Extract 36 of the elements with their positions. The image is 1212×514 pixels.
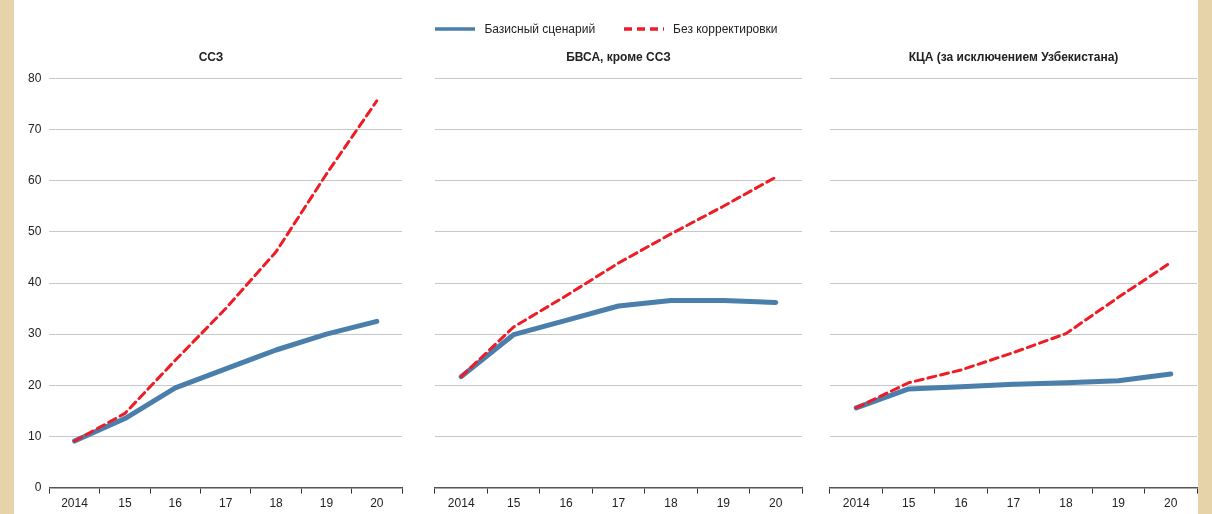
y-tick-label: 0 — [34, 479, 42, 494]
x-tick-label: 19 — [319, 496, 334, 511]
x-tick-label: 15 — [506, 496, 521, 511]
y-tick-label: 70 — [27, 121, 42, 136]
x-tick-label: 2014 — [447, 496, 475, 511]
x-tick-label: 18 — [269, 496, 284, 511]
y-tick-label: 80 — [27, 70, 42, 85]
x-tick-label: 2014 — [842, 496, 870, 511]
x-tick-label: 19 — [716, 496, 731, 511]
x-tick-label: 16 — [168, 496, 183, 511]
x-tick-label: 18 — [1059, 496, 1073, 511]
y-tick-label: 20 — [27, 377, 42, 392]
x-tick-label: 20 — [370, 496, 384, 511]
chart-title: ССЗ — [198, 49, 224, 64]
y-tick-label: 40 — [27, 275, 42, 290]
legend-label: Без корректировки — [673, 22, 778, 36]
y-tick-label: 50 — [27, 224, 42, 239]
x-tick-label: 2014 — [61, 496, 89, 511]
x-tick-label: 20 — [769, 496, 783, 511]
x-tick-label: 17 — [1006, 496, 1021, 511]
legend-label: Базисный сценарий — [484, 22, 596, 36]
chart-title: КЦА (за исключением Узбекистана) — [908, 49, 1119, 64]
y-tick-label: 60 — [27, 173, 42, 188]
line-series — [73, 99, 379, 443]
y-tick-label: 10 — [27, 428, 42, 443]
x-tick-label: 20 — [1164, 496, 1178, 511]
x-tick-label: 19 — [1111, 496, 1126, 511]
x-tick-label: 16 — [559, 496, 574, 511]
x-tick-label: 15 — [901, 496, 916, 511]
x-tick-label: 15 — [118, 496, 132, 511]
chart-title: БВСА, кроме ССЗ — [566, 49, 671, 64]
y-tick-label: 30 — [27, 326, 42, 341]
x-tick-label: 16 — [954, 496, 969, 511]
x-tick-label: 17 — [218, 496, 233, 511]
x-tick-label: 17 — [611, 496, 626, 511]
x-tick-label: 18 — [664, 496, 678, 511]
